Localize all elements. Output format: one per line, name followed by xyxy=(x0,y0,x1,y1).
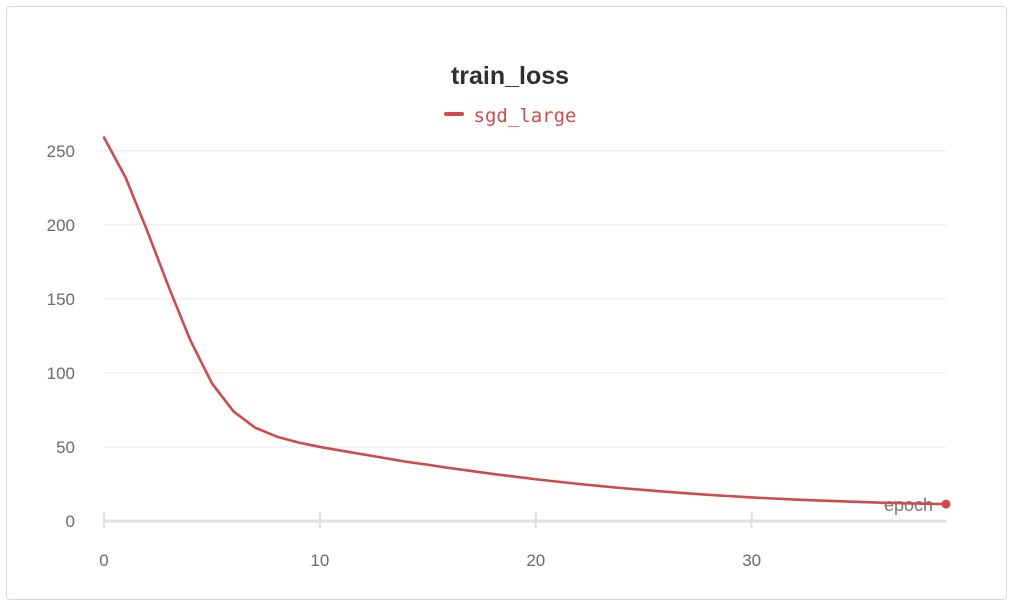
y-tick-label-250: 250 xyxy=(47,142,75,161)
y-tick-label-150: 150 xyxy=(47,290,75,309)
y-tick-label-50: 50 xyxy=(56,438,75,457)
x-tick-label-20: 20 xyxy=(526,551,545,570)
y-tick-label-200: 200 xyxy=(47,216,75,235)
legend-swatch xyxy=(443,112,464,116)
legend-label: sgd_large xyxy=(473,105,577,127)
legend[interactable]: sgd_large xyxy=(0,104,1020,128)
y-tick-label-0: 0 xyxy=(66,512,75,531)
x-axis-label: epoch xyxy=(884,495,933,515)
x-tick-label-10: 10 xyxy=(310,551,329,570)
y-tick-label-100: 100 xyxy=(47,364,75,383)
x-tick-label-30: 30 xyxy=(742,551,761,570)
series-endpoint-sgd_large xyxy=(941,499,951,509)
series-line-sgd_large xyxy=(102,136,948,506)
x-tick-label-0: 0 xyxy=(99,551,108,570)
chart-title: train_loss xyxy=(450,62,570,90)
